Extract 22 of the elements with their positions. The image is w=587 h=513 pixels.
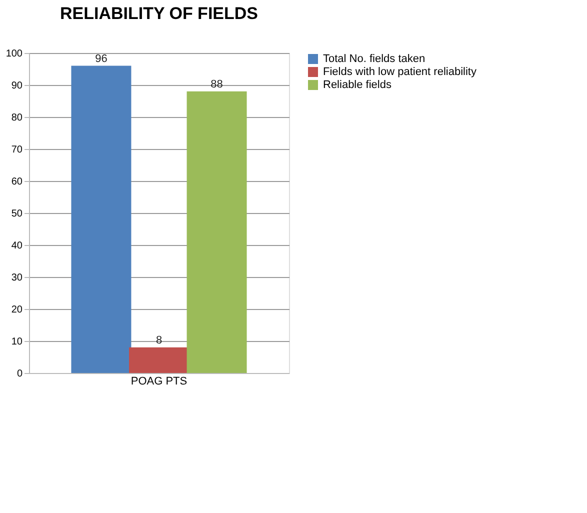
y-tick-label: 90 <box>11 80 23 92</box>
y-tick-label: 60 <box>11 176 23 188</box>
bar <box>71 66 132 373</box>
bar <box>186 91 247 373</box>
y-tick-label: 20 <box>11 304 23 316</box>
legend-label: Reliable fields <box>323 79 392 91</box>
legend-label: Fields with low patient reliability <box>323 66 477 78</box>
legend-label: Total No. fields taken <box>323 53 426 65</box>
x-tick-label: POAG PTS <box>130 376 188 388</box>
y-tick-label: 100 <box>6 48 23 60</box>
y-tick-label: 80 <box>11 112 23 124</box>
y-tick-label: 50 <box>11 208 23 220</box>
data-label: 88 <box>210 78 223 90</box>
y-tick-label: 30 <box>11 272 23 284</box>
bar <box>129 347 189 373</box>
y-tick-label: 0 <box>16 368 23 380</box>
y-tick-label: 10 <box>11 336 23 348</box>
data-label: 96 <box>95 52 108 65</box>
data-label: 8 <box>156 334 162 346</box>
chart-title: RELIABILITY OF FIELDS <box>60 4 258 23</box>
y-tick-label: 40 <box>11 240 23 252</box>
y-tick-label: 70 <box>11 144 23 156</box>
